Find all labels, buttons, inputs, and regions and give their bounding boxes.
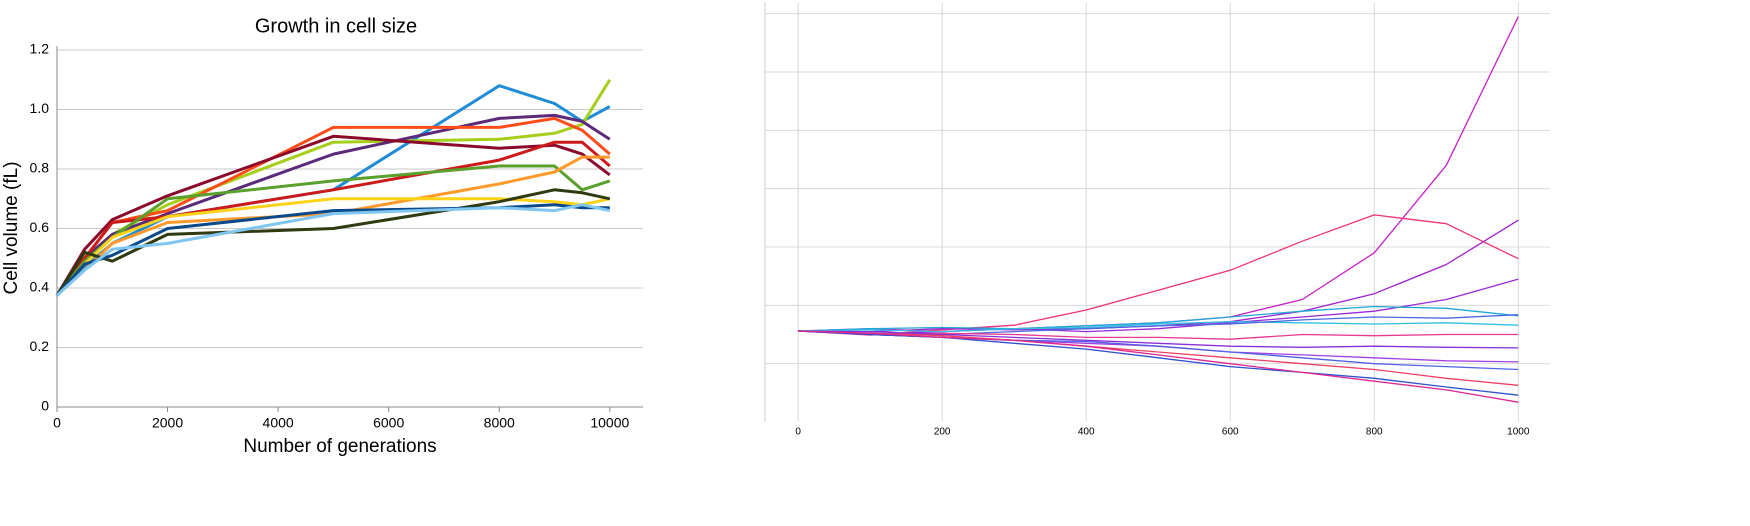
x-tick-label: 400 (1078, 427, 1095, 438)
x-tick-label: 600 (1222, 427, 1239, 438)
series-line (55, 134, 611, 297)
series-line (55, 188, 611, 297)
series-line (55, 113, 611, 297)
series-line (55, 203, 611, 297)
y-tick-label: 0.6 (30, 219, 50, 235)
series-line (798, 305, 1519, 332)
series-line (55, 79, 612, 297)
x-tick-label: 1000 (1507, 427, 1530, 438)
series-line (798, 219, 1519, 333)
y-tick-label: 0 (41, 398, 49, 414)
x-tick-label: 0 (795, 427, 801, 438)
x-axis-label: Number of generations (243, 436, 436, 457)
x-tick-label: 800 (1366, 427, 1383, 438)
series-line (798, 330, 1519, 386)
x-tick-label: 10000 (590, 415, 629, 431)
x-tick-label: 200 (934, 427, 951, 438)
y-tick-label: 1.0 (30, 100, 50, 116)
x-tick-label: 8000 (484, 415, 515, 431)
x-tick-label: 4000 (263, 415, 294, 431)
y-tick-label: 0.8 (30, 160, 50, 176)
x-tick-label: 0 (53, 415, 61, 431)
x-tick-label: 6000 (373, 415, 404, 431)
series-line (798, 16, 1519, 333)
y-tick-label: 0.2 (30, 338, 50, 354)
series-line (55, 140, 611, 297)
series-line (798, 321, 1519, 333)
y-tick-label: 0.4 (30, 279, 50, 295)
series-line (798, 330, 1519, 403)
chart-title: Growth in cell size (255, 15, 417, 37)
series-line (798, 330, 1519, 349)
y-tick-label: 1.2 (30, 41, 50, 57)
x-tick-label: 2000 (152, 415, 183, 431)
y-axis-label: Cell volume (fL) (1, 161, 22, 294)
